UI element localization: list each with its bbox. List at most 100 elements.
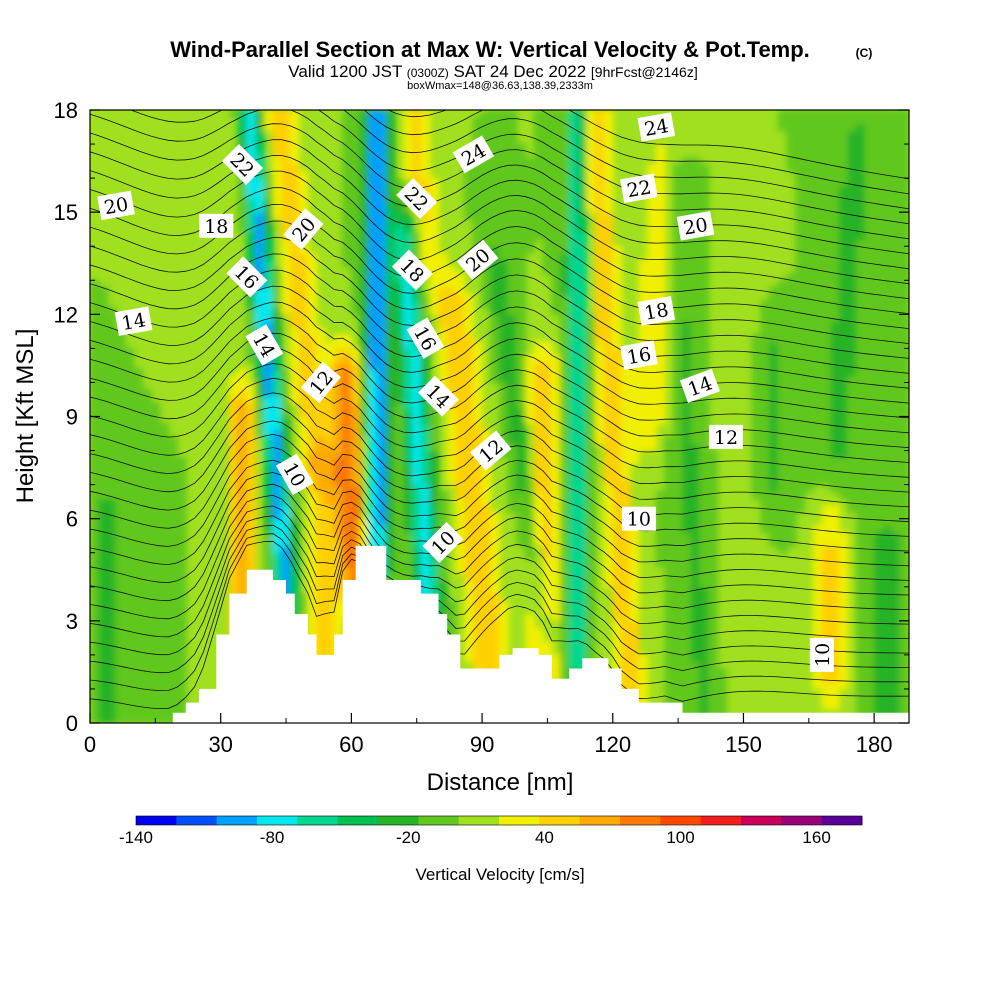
velocity-cell: [403, 163, 414, 172]
velocity-cell: [647, 429, 658, 438]
velocity-cell: [812, 429, 823, 438]
velocity-cell: [821, 177, 832, 186]
velocity-cell: [777, 422, 788, 431]
velocity-cell: [333, 456, 344, 465]
velocity-cell: [603, 490, 614, 499]
velocity-cell: [525, 484, 536, 493]
velocity-cell: [551, 204, 562, 213]
velocity-cell: [542, 463, 553, 472]
velocity-cell: [507, 429, 518, 438]
velocity-cell: [115, 552, 126, 561]
velocity-cell: [812, 599, 823, 608]
velocity-cell: [699, 593, 710, 602]
velocity-cell: [98, 715, 109, 723]
velocity-cell: [568, 436, 579, 445]
velocity-cell: [786, 484, 797, 493]
velocity-cell: [455, 477, 466, 486]
velocity-cell: [481, 627, 492, 636]
velocity-cell: [98, 654, 109, 663]
velocity-cell: [830, 422, 840, 431]
velocity-cell: [481, 606, 492, 615]
velocity-cell: [620, 599, 631, 608]
velocity-cell: [385, 463, 396, 472]
velocity-cell: [115, 450, 126, 459]
velocity-cell: [289, 586, 300, 595]
velocity-cell: [681, 450, 692, 459]
velocity-cell: [655, 163, 666, 172]
velocity-cell: [133, 409, 143, 418]
velocity-cell: [359, 409, 370, 418]
velocity-cell: [681, 477, 692, 486]
velocity-cell: [333, 497, 344, 506]
velocity-cell: [403, 143, 414, 152]
velocity-cell: [812, 245, 823, 254]
velocity-cell: [133, 627, 143, 636]
velocity-cell: [455, 443, 466, 452]
velocity-cell: [106, 341, 117, 350]
velocity-cell: [385, 110, 396, 118]
velocity-cell: [533, 504, 544, 513]
velocity-cell: [516, 524, 527, 533]
velocity-cell: [838, 395, 849, 404]
velocity-cell: [838, 368, 849, 377]
velocity-cell: [542, 524, 553, 533]
velocity-cell: [638, 674, 649, 683]
velocity-cell: [847, 388, 858, 397]
velocity-cell: [307, 354, 318, 363]
velocity-cell: [812, 375, 823, 384]
velocity-cell: [438, 518, 448, 527]
velocity-cell: [446, 422, 457, 431]
velocity-cell: [377, 463, 387, 472]
velocity-cell: [751, 402, 762, 411]
velocity-cell: [98, 477, 109, 486]
velocity-cell: [298, 347, 309, 356]
velocity-cell: [838, 157, 849, 166]
velocity-cell: [446, 627, 457, 636]
velocity-cell: [472, 354, 483, 363]
velocity-cell: [272, 484, 283, 493]
velocity-cell: [115, 599, 126, 608]
velocity-cell: [228, 409, 239, 418]
velocity-cell: [568, 402, 579, 411]
velocity-cell: [490, 647, 501, 656]
velocity-cell: [708, 647, 719, 656]
velocity-cell: [159, 443, 170, 452]
velocity-cell: [664, 640, 675, 649]
velocity-cell: [490, 654, 501, 663]
velocity-cell: [237, 129, 248, 138]
velocity-cell: [838, 225, 849, 234]
velocity-cell: [342, 497, 353, 506]
velocity-cell: [803, 368, 814, 377]
velocity-cell: [133, 470, 143, 479]
velocity-cell: [150, 416, 161, 425]
velocity-cell: [124, 518, 135, 527]
velocity-cell: [499, 170, 509, 179]
velocity-cell: [106, 654, 117, 663]
velocity-cell: [90, 681, 100, 690]
velocity-cell: [664, 620, 675, 629]
velocity-cell: [525, 504, 536, 513]
velocity-cell: [751, 456, 762, 465]
velocity-cell: [281, 368, 292, 377]
velocity-cell: [507, 116, 518, 125]
velocity-cell: [167, 586, 178, 595]
velocity-cell: [594, 361, 605, 370]
velocity-cell: [681, 668, 692, 677]
velocity-cell: [577, 259, 588, 268]
velocity-cell: [368, 416, 379, 425]
velocity-cell: [159, 470, 170, 479]
velocity-cell: [690, 579, 701, 588]
velocity-cell: [551, 225, 562, 234]
velocity-cell: [673, 313, 684, 322]
velocity-cell: [420, 293, 431, 302]
velocity-cell: [699, 354, 710, 363]
velocity-cell: [690, 252, 701, 261]
velocity-cell: [141, 668, 152, 677]
velocity-cell: [115, 490, 126, 499]
velocity-cell: [716, 681, 727, 690]
velocity-cell: [699, 606, 710, 615]
velocity-cell: [577, 470, 588, 479]
velocity-cell: [255, 416, 265, 425]
velocity-cell: [681, 238, 692, 247]
velocity-cell: [795, 300, 806, 309]
